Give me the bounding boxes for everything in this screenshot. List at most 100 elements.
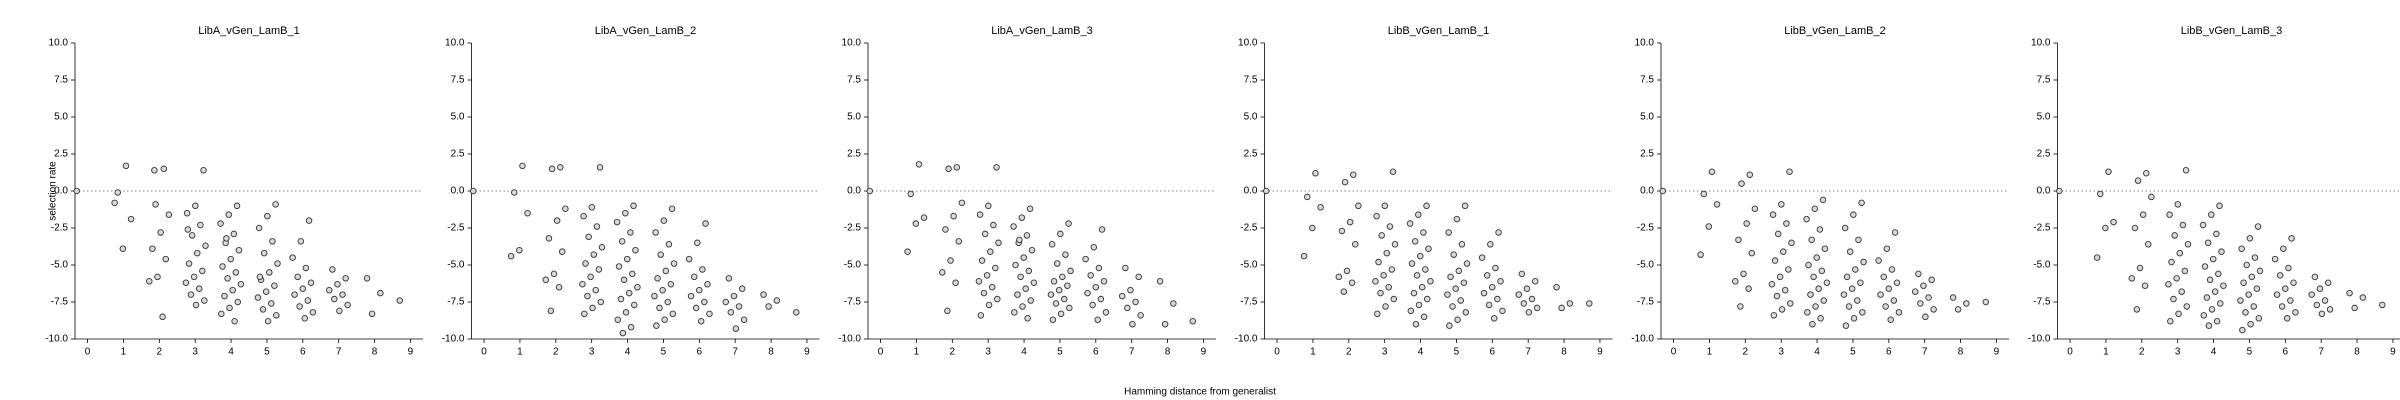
point — [187, 291, 195, 298]
point — [2288, 235, 2295, 242]
point — [1375, 258, 1382, 266]
point — [1020, 254, 1027, 261]
point — [2213, 230, 2220, 238]
point — [1859, 309, 1866, 316]
x-tick-label: 9 — [1597, 347, 1603, 358]
point — [553, 217, 561, 224]
point — [1566, 300, 1574, 307]
point — [1383, 249, 1391, 257]
point — [1883, 245, 1891, 252]
point — [223, 235, 230, 242]
point — [1050, 278, 1058, 285]
point — [945, 165, 952, 173]
point — [1485, 301, 1493, 309]
point — [199, 267, 206, 275]
point — [1340, 288, 1348, 295]
point — [613, 218, 621, 226]
point — [1949, 294, 1957, 301]
point — [1885, 285, 1893, 292]
point — [2220, 282, 2227, 289]
point — [2273, 291, 2281, 298]
point — [1738, 180, 1745, 187]
chart-title: LibB_vGen_LamB_1 — [1388, 25, 1490, 37]
x-tick-label: 5 — [1454, 347, 1460, 358]
point — [685, 255, 693, 263]
point — [740, 316, 748, 324]
point — [1170, 300, 1177, 307]
point — [1460, 279, 1468, 287]
x-tick-label: 6 — [697, 347, 703, 358]
point — [2255, 315, 2263, 322]
point — [1420, 313, 1428, 321]
point — [262, 288, 270, 295]
point — [234, 298, 242, 306]
y-tick-label: -2.5 — [1240, 223, 1258, 234]
point — [1030, 279, 1038, 287]
point — [1095, 264, 1103, 272]
point — [185, 260, 193, 267]
point — [1055, 286, 1063, 294]
point — [1492, 264, 1499, 272]
point — [2184, 241, 2192, 248]
y-tick-label: 2.5 — [847, 149, 861, 160]
x-tick-label: 4 — [2211, 347, 2217, 358]
point — [622, 209, 629, 217]
point — [915, 161, 923, 168]
y-tick-label: 2.5 — [1244, 149, 1258, 160]
point — [1848, 285, 1856, 292]
x-tick-label: 2 — [157, 347, 163, 358]
point — [730, 292, 738, 300]
point — [1427, 278, 1434, 285]
point — [1823, 279, 1831, 287]
point — [1444, 291, 1451, 298]
point — [1700, 190, 1708, 198]
y-tick-label: -7.5 — [844, 297, 862, 308]
point — [634, 283, 641, 291]
point — [668, 205, 676, 213]
point — [580, 212, 587, 220]
point — [2379, 301, 2386, 309]
point — [184, 226, 192, 233]
x-tick-label: 1 — [2103, 347, 2109, 358]
point — [1408, 260, 1416, 267]
point — [597, 298, 605, 306]
point — [524, 209, 531, 217]
point — [1049, 316, 1057, 324]
point — [582, 260, 589, 267]
point — [1852, 266, 1859, 273]
point — [2204, 239, 2212, 247]
point — [127, 215, 135, 223]
point — [254, 294, 262, 301]
point — [1309, 224, 1316, 232]
point — [981, 230, 989, 238]
y-tick-label: -10.0 — [1235, 334, 1258, 345]
x-tick-label: 0 — [1274, 347, 1280, 358]
point — [299, 285, 307, 292]
y-tick-label: 5.0 — [451, 112, 465, 123]
x-tick-label: 4 — [625, 347, 631, 358]
point — [1809, 320, 1816, 328]
point — [2251, 254, 2259, 261]
point — [1888, 266, 1896, 273]
x-tick-label: 7 — [336, 347, 342, 358]
y-tick-label: 2.5 — [54, 149, 68, 160]
point — [1381, 202, 1389, 210]
point — [1016, 236, 1023, 244]
point — [590, 251, 598, 258]
point — [1930, 306, 1937, 313]
point — [958, 199, 966, 207]
point — [2239, 326, 2246, 334]
point — [976, 211, 984, 218]
point — [192, 301, 200, 309]
point — [1052, 300, 1060, 307]
x-tick-label: 9 — [408, 347, 414, 358]
point — [2271, 255, 2279, 263]
point — [1783, 220, 1790, 227]
point — [2144, 241, 2152, 248]
point — [2287, 297, 2294, 304]
point — [1024, 315, 1031, 322]
point — [1411, 238, 1419, 245]
point — [1422, 266, 1429, 273]
point — [218, 310, 225, 318]
point — [1090, 243, 1098, 251]
